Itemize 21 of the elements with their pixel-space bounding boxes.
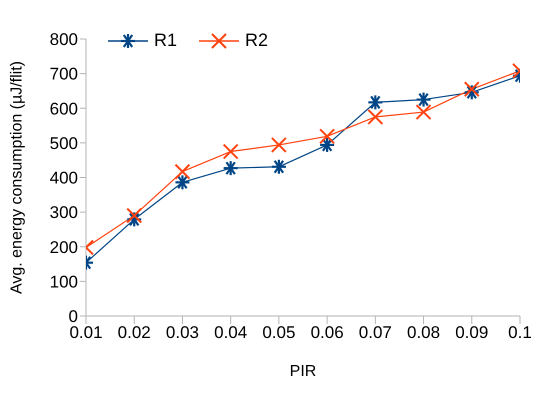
y-tick-label: 500 xyxy=(50,134,78,153)
y-tick-label: 100 xyxy=(50,272,78,292)
legend-label: R1 xyxy=(154,30,178,51)
y-tick-label: 400 xyxy=(50,168,78,188)
x-tick-label: 0.05 xyxy=(262,323,296,342)
x-tick-label: 0.04 xyxy=(214,323,248,342)
x-tick-label: 0.07 xyxy=(358,323,392,342)
y-tick-label: 200 xyxy=(50,238,78,257)
y-tick-label: 600 xyxy=(50,99,78,118)
y-axis-title: Avg. energy consumption (µJ/flit) xyxy=(8,60,26,294)
y-tick-label: 800 xyxy=(50,30,78,50)
x-tick-label: 0.03 xyxy=(166,323,199,342)
legend-label: R2 xyxy=(245,30,268,51)
x-tick-label: 0.1 xyxy=(508,323,532,342)
x-tick-label: 0.06 xyxy=(310,323,344,342)
y-tick-label: 700 xyxy=(50,64,78,84)
x-tick-label: 0.08 xyxy=(407,323,440,342)
x-axis-title: PIR xyxy=(290,363,316,380)
x-tick-label: 0.09 xyxy=(455,323,488,342)
x-tick-label: 0.02 xyxy=(118,323,151,342)
y-tick-label: 300 xyxy=(50,203,78,222)
